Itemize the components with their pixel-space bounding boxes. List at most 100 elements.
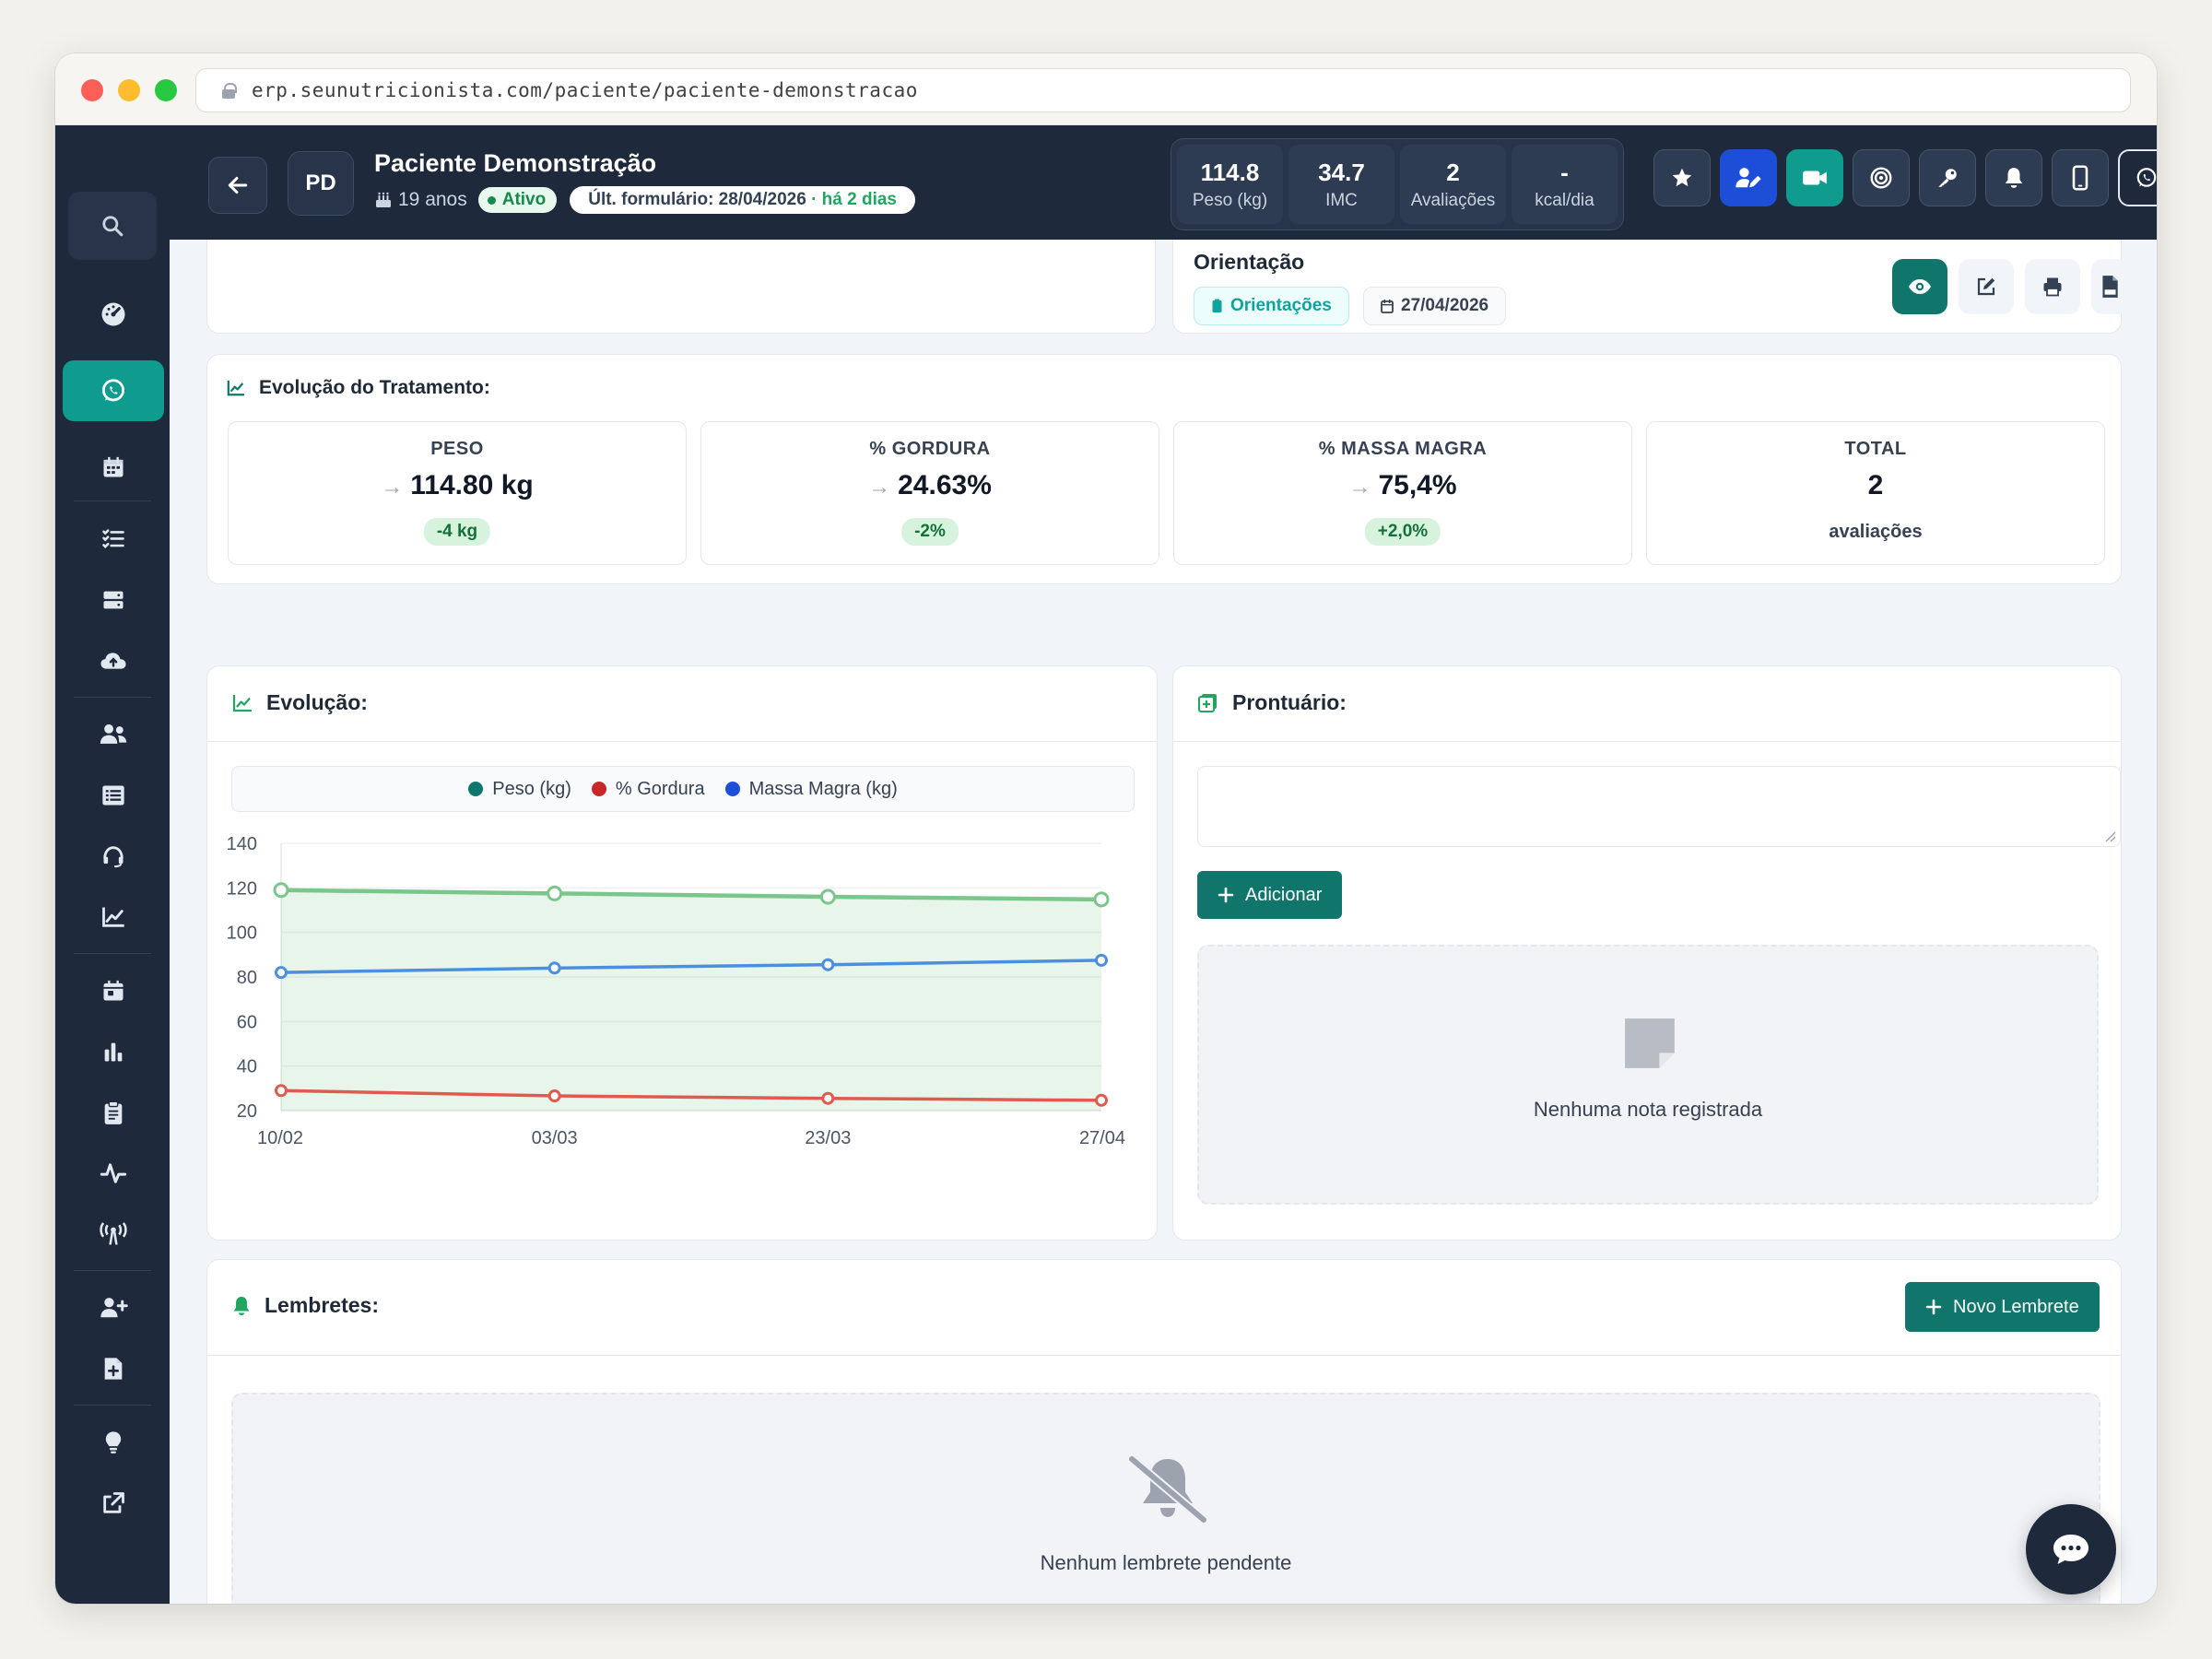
treatment-evolution-card: Evolução do Tratamento: PESO → 114.80 kg … — [206, 354, 2122, 584]
goals-button[interactable] — [1853, 149, 1910, 206]
add-note-button[interactable]: Adicionar — [1197, 871, 1343, 919]
metric-delta-badge: -2% — [901, 518, 959, 546]
sidebar-item-reports[interactable] — [63, 887, 164, 947]
legend-item[interactable]: % Gordura — [591, 779, 705, 800]
data-point — [275, 966, 288, 980]
maximize-window-button[interactable] — [155, 79, 177, 101]
sidebar-item-appointments[interactable] — [63, 960, 164, 1021]
data-point — [1095, 1093, 1108, 1107]
external-link-icon — [103, 1492, 124, 1513]
patient-meta: 19 anos Ativo Últ. formulário: 28/04/202… — [374, 186, 915, 214]
sidebar-item-calendar[interactable] — [63, 437, 164, 498]
y-tick-label: 80 — [237, 968, 257, 988]
sidebar-item-new-document[interactable] — [63, 1338, 164, 1399]
sidebar — [55, 125, 170, 1604]
sidebar-item-broadcast[interactable] — [63, 1204, 164, 1265]
legend-item[interactable]: Massa Magra (kg) — [724, 779, 898, 800]
minimize-window-button[interactable] — [118, 79, 140, 101]
view-orientation-button[interactable] — [1892, 259, 1947, 314]
metric-delta-badge: +2,0% — [1364, 518, 1441, 546]
sidebar-item-add-patient[interactable] — [63, 1277, 164, 1338]
sidebar-item-support[interactable] — [63, 826, 164, 887]
stat-kcal: - kcal/dia — [1512, 145, 1618, 224]
close-window-button[interactable] — [81, 79, 103, 101]
file-plus-icon — [104, 1358, 123, 1380]
series-line — [280, 959, 1102, 974]
birthday-cake-icon — [376, 192, 391, 207]
status-badge: Ativo — [477, 187, 558, 213]
stat-imc: 34.7 IMC — [1288, 145, 1394, 224]
main-content: Orientação Orientações 27/04/2026 — [170, 240, 2157, 1604]
sidebar-item-list[interactable] — [63, 765, 164, 826]
series-line — [280, 1088, 1102, 1102]
legend-item[interactable]: Peso (kg) — [468, 779, 571, 800]
patient-age: 19 anos — [398, 189, 467, 210]
dashboard-icon — [101, 302, 125, 326]
stat-assessments: 2 Avaliações — [1400, 145, 1506, 224]
last-form-badge[interactable]: Últ. formulário: 28/04/2026 · há 2 dias — [570, 186, 915, 214]
evolution-chart-card: Evolução: Peso (kg) % Gordura Massa Magr… — [206, 665, 1158, 1241]
sidebar-item-cloud-upload[interactable] — [63, 630, 164, 691]
cloud-upload-icon — [100, 653, 126, 669]
resize-handle-icon[interactable] — [2103, 830, 2116, 842]
headset-icon — [103, 846, 124, 868]
sidebar-item-clipboard[interactable] — [63, 1082, 164, 1143]
video-call-button[interactable] — [1786, 149, 1843, 206]
mobile-icon — [2072, 165, 2088, 191]
wave-icon — [100, 1163, 127, 1183]
sidebar-search-button[interactable] — [68, 192, 157, 260]
address-bar[interactable]: erp.seunutricionista.com/paciente/pacien… — [195, 68, 2131, 112]
mobile-app-button[interactable] — [2052, 149, 2109, 206]
y-tick-label: 20 — [237, 1101, 257, 1122]
access-key-button[interactable] — [1919, 149, 1976, 206]
back-button[interactable] — [208, 157, 267, 214]
print-orientation-button[interactable] — [2025, 259, 2080, 314]
patient-stats: 114.8 Peso (kg) 34.7 IMC 2 Avaliações - kcal… — [1171, 138, 1624, 230]
sidebar-item-signal[interactable] — [63, 1143, 164, 1204]
sidebar-item-dashboard[interactable] — [63, 284, 164, 345]
pdf-orientation-button[interactable] — [2091, 259, 2128, 314]
metric-lean-mass: % MASSA MAGRA → 75,4% +2,0% — [1173, 421, 1632, 565]
data-point — [547, 1089, 561, 1103]
printer-icon — [2043, 277, 2062, 297]
y-tick-label: 40 — [237, 1057, 257, 1077]
chart-line-icon — [102, 907, 124, 927]
y-tick-label: 140 — [227, 834, 257, 854]
url-text: erp.seunutricionista.com/paciente/pacien… — [252, 79, 918, 101]
notifications-button[interactable] — [1985, 149, 2042, 206]
sidebar-item-whatsapp[interactable] — [63, 360, 164, 421]
sidebar-item-server[interactable] — [63, 570, 164, 630]
whatsapp-button[interactable] — [2118, 149, 2157, 206]
favorite-button[interactable] — [1653, 149, 1711, 206]
data-point — [1095, 953, 1108, 967]
sidebar-item-tips[interactable] — [63, 1412, 164, 1473]
data-point — [821, 958, 835, 971]
sticky-note-icon — [1625, 1018, 1675, 1068]
edit-patient-button[interactable] — [1720, 149, 1777, 206]
patient-avatar: PD — [288, 151, 354, 216]
sidebar-item-external-link[interactable] — [63, 1473, 164, 1534]
chart-bar-icon — [104, 1042, 123, 1062]
data-point — [275, 1084, 288, 1098]
sidebar-item-tasks[interactable] — [63, 509, 164, 570]
medical-record-title: Prontuário: — [1232, 690, 1347, 714]
new-reminder-button[interactable]: Novo Lembrete — [1905, 1282, 2100, 1332]
data-point — [821, 1091, 835, 1105]
chat-support-button[interactable] — [2026, 1504, 2116, 1594]
evolution-title: Evolução: — [266, 690, 368, 714]
legend-swatch — [468, 782, 484, 796]
edit-orientation-button[interactable] — [1959, 259, 2014, 314]
bell-icon — [233, 1296, 250, 1315]
notes-empty-state: Nenhuma nota registrada — [1197, 945, 2099, 1205]
calendar-icon — [103, 456, 124, 477]
sidebar-item-users[interactable] — [63, 704, 164, 765]
chart-area-icon — [232, 694, 252, 712]
search-icon — [102, 216, 124, 237]
sidebar-item-statistics[interactable] — [63, 1021, 164, 1082]
plus-icon — [1925, 1299, 1942, 1315]
metric-fat: % GORDURA → 24.63% -2% — [700, 421, 1159, 565]
data-point — [547, 885, 563, 901]
browser-window: erp.seunutricionista.com/paciente/pacien… — [55, 53, 2157, 1604]
note-textarea[interactable] — [1197, 766, 2121, 847]
